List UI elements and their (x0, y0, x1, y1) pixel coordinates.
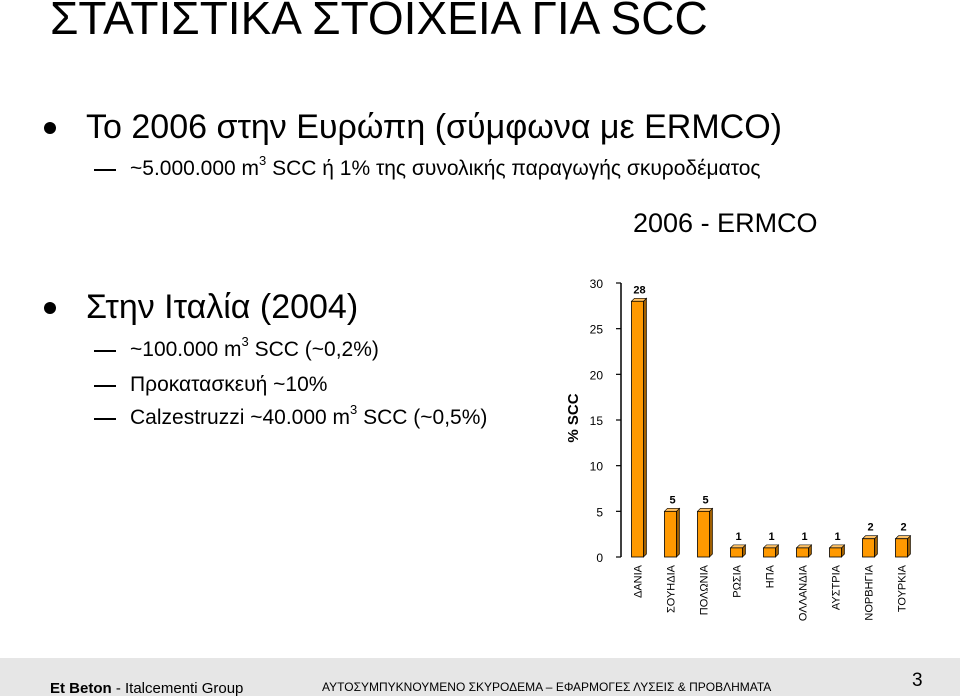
sub-italy-calzestruzzi-text: Calzestruzzi ~40.000 m (130, 406, 351, 429)
sub-europe-volume: ~5.000.000 m3 SCC ή 1% της συνολικής παρ… (94, 153, 761, 181)
bar (730, 547, 743, 558)
sub-italy-volume: ~100.000 m3 SCC (~0,2%) (94, 334, 379, 362)
bar-data-label: 5 (669, 494, 675, 506)
bar-chart: % SCC 0 5 10 15 20 25 30 28 5 5 1 1 1 1 2 2 ΔΑΝΙΑ ΣΟΥΗΔ… (565, 277, 912, 621)
bar (895, 538, 908, 558)
sub-italy-volume-text-rest: SCC (~0,2%) (248, 338, 379, 361)
bar (763, 547, 776, 558)
x-tick-label: ΑΥΣΤΡΙΑ (831, 564, 843, 610)
y-axis-label: % SCC (565, 393, 582, 442)
footer-subject: ΑΥΤΟΣΥΜΠΥΚΝΟΥΜΕΝΟ ΣΚΥΡΟΔΕΜΑ – ΕΦΑΡΜΟΓΕΣ … (322, 680, 772, 694)
bar (697, 510, 710, 558)
chart-bars (630, 297, 912, 558)
sub-italy-precast: Προκατασκευή ~10% (94, 373, 328, 397)
bar-data-label: 28 (633, 284, 645, 296)
bar-side (907, 535, 911, 558)
dash-marker (94, 350, 116, 352)
y-tick-label: 15 (590, 414, 604, 428)
footer-bar: Et Beton - Italcementi Group ΑΥΤΟΣΥΜΠΥΚΝ… (0, 658, 960, 697)
y-tick-label: 20 (590, 368, 604, 382)
bar-top (894, 535, 912, 540)
chart-axes: 0 5 10 15 20 25 30 (590, 277, 622, 565)
bar (796, 547, 809, 558)
bullet-europe-text: Το 2006 στην Ευρώπη (σύμφωνα με ERMCO) (86, 108, 782, 146)
x-tick-label: ΣΟΥΗΔΙΑ (666, 564, 678, 613)
bar-top (762, 544, 780, 549)
bar-side (643, 297, 647, 558)
bar (862, 538, 875, 558)
bar-top (663, 508, 681, 512)
bar-top (630, 297, 648, 302)
dash-marker (94, 169, 116, 171)
bar-side (676, 507, 680, 558)
bar-top (696, 508, 714, 512)
sub-europe-volume-text: ~5.000.000 m (130, 157, 260, 180)
bullet-italy: Στην Ιταλία (2004) (44, 288, 359, 327)
bar-side (874, 535, 878, 558)
bar-side (709, 507, 713, 558)
x-tick-label: ΟΛΛΑΝΔΙΑ (798, 564, 810, 621)
sub-europe-volume-text-rest: SCC ή 1% της συνολικής παραγωγής σκυροδέ… (266, 157, 761, 180)
x-tick-label: ΠΟΛΩΝΙΑ (699, 564, 711, 615)
page-number: 3 (912, 670, 923, 691)
bullet-dot (44, 302, 56, 314)
bar-data-label: 1 (834, 531, 840, 543)
bar (829, 547, 842, 558)
sub-italy-calzestruzzi: Calzestruzzi ~40.000 m3 SCC (~0,5%) (94, 402, 488, 430)
x-tick-label: ΤΟΥΡΚΙΑ (897, 564, 909, 612)
chart-data-labels: 28 5 5 1 1 1 1 2 2 (633, 284, 906, 543)
bar (631, 300, 644, 558)
bullet-italy-text: Στην Ιταλία (2004) (86, 288, 359, 326)
footer-company-rest: - Italcementi Group (111, 680, 244, 697)
y-tick-label: 5 (596, 505, 603, 519)
sub-italy-volume-text: ~100.000 m (130, 338, 242, 361)
dash-marker (94, 418, 116, 420)
x-tick-label: ΔΑΝΙΑ (633, 564, 645, 598)
sub-italy-calzestruzzi-text-rest: SCC (~0,5%) (357, 406, 488, 429)
bar-data-label: 1 (801, 531, 807, 543)
chart-title: 2006 - ERMCO (633, 208, 818, 238)
superscript: 3 (350, 402, 358, 417)
y-tick-label: 10 (590, 460, 604, 474)
footer-company: Et Beton - Italcementi Group (50, 680, 243, 697)
y-tick-label: 0 (596, 551, 603, 565)
y-tick-label: 30 (590, 277, 604, 291)
dash-marker (94, 385, 116, 387)
bar-top (828, 544, 846, 549)
y-tick-label: 25 (590, 323, 604, 337)
bullet-dot (44, 122, 56, 134)
bar-data-label: 1 (735, 531, 741, 543)
sub-italy-precast-text: Προκατασκευή ~10% (130, 373, 328, 396)
x-tick-label: ΗΠΑ (765, 564, 777, 588)
bar-data-label: 2 (900, 522, 906, 534)
footer-company-bold: Et Beton (50, 680, 112, 697)
superscript: 3 (241, 334, 249, 349)
bar-top (795, 544, 813, 549)
bar-top (729, 544, 747, 549)
superscript: 3 (259, 153, 267, 168)
bullet-europe: Το 2006 στην Ευρώπη (σύμφωνα με ERMCO) (44, 108, 782, 147)
bar-data-label: 5 (702, 494, 708, 506)
chart-x-ticks: ΔΑΝΙΑ ΣΟΥΗΔΙΑ ΠΟΛΩΝΙΑ ΡΩΣΙΑ ΗΠΑ ΟΛΛΑΝΔΙΑ ΑΥΣΤΡ… (633, 564, 909, 621)
x-tick-label: ΝΟΡΒΗΓΙΑ (864, 564, 876, 620)
bar-data-label: 1 (768, 531, 774, 543)
bar-data-label: 2 (867, 522, 873, 534)
x-tick-label: ΡΩΣΙΑ (732, 564, 744, 597)
bar-top (861, 535, 879, 540)
bar (664, 510, 677, 558)
page-title: ΣΤΑΤΙΣΤΙΚΑ ΣΤΟΙΧΕΙΑ ΓΙΑ SCC (50, 0, 708, 44)
